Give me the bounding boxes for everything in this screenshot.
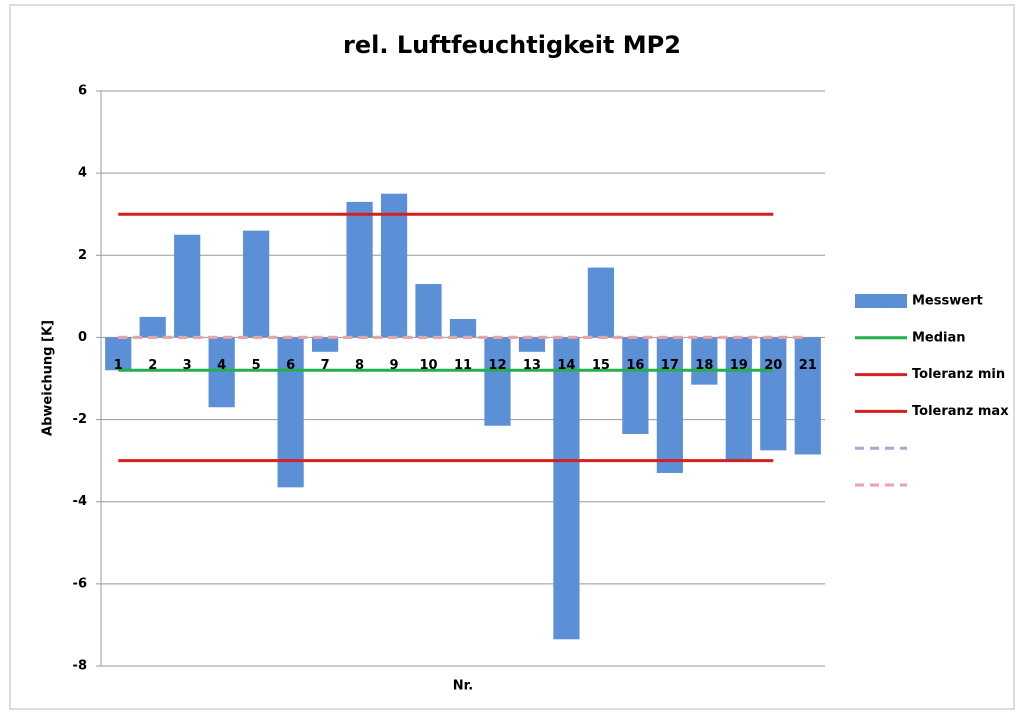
x-tick-label: 6 — [286, 358, 295, 373]
x-axis-label: Nr. — [453, 679, 473, 694]
bar — [174, 234, 201, 338]
bar — [415, 284, 442, 338]
bar — [277, 337, 304, 488]
legend-label: Median — [912, 330, 966, 345]
x-tick-label: 2 — [148, 358, 157, 373]
bar — [760, 337, 787, 451]
x-tick-label: 11 — [454, 358, 472, 373]
y-tick-label: 6 — [78, 84, 87, 99]
x-tick-label: 8 — [355, 358, 364, 373]
x-tick-label: 21 — [799, 358, 817, 373]
bar — [139, 316, 166, 338]
y-tick-label: -6 — [73, 576, 87, 591]
y-tick-label: 2 — [78, 248, 87, 263]
x-tick-label: 7 — [321, 358, 330, 373]
y-tick-label: 0 — [78, 330, 87, 345]
bar — [346, 201, 373, 338]
bar — [518, 337, 546, 352]
bar — [794, 337, 821, 455]
legend-swatch — [855, 294, 907, 308]
legend-label: Messwert — [912, 294, 983, 309]
bar — [484, 337, 511, 426]
x-tick-label: 14 — [557, 358, 575, 373]
y-tick-label: 4 — [78, 166, 87, 181]
bar — [553, 337, 580, 640]
bar — [208, 337, 235, 408]
x-tick-label: 15 — [592, 358, 610, 373]
y-tick-label: -4 — [73, 494, 87, 509]
chart-title: rel. Luftfeuchtigkeit MP2 — [343, 31, 681, 59]
bar — [725, 337, 752, 461]
bar — [105, 337, 132, 371]
x-tick-label: 20 — [764, 358, 782, 373]
x-tick-label: 12 — [488, 358, 506, 373]
bar — [691, 337, 718, 385]
x-tick-label: 10 — [419, 358, 437, 373]
y-tick-label: -2 — [73, 412, 87, 427]
x-tick-label: 17 — [661, 358, 679, 373]
bar — [587, 267, 615, 338]
bar — [243, 230, 270, 338]
y-axis-label: Abweichung [K] — [41, 320, 56, 436]
x-tick-label: 18 — [695, 358, 713, 373]
legend-label: Toleranz min — [912, 367, 1005, 382]
bar — [380, 193, 408, 338]
bar — [449, 318, 477, 338]
x-tick-label: 9 — [390, 358, 399, 373]
x-tick-label: 19 — [730, 358, 748, 373]
x-tick-label: 5 — [252, 358, 261, 373]
bar — [656, 337, 683, 473]
legend-label: Toleranz max — [912, 404, 1009, 419]
x-tick-label: 13 — [523, 358, 541, 373]
y-tick-label: -8 — [73, 659, 87, 674]
bar — [311, 337, 339, 352]
x-tick-label: 16 — [626, 358, 644, 373]
bar — [622, 337, 649, 434]
x-tick-label: 4 — [217, 358, 226, 373]
x-tick-label: 3 — [183, 358, 192, 373]
chart-frame — [9, 4, 1015, 710]
x-tick-label: 1 — [114, 358, 123, 373]
